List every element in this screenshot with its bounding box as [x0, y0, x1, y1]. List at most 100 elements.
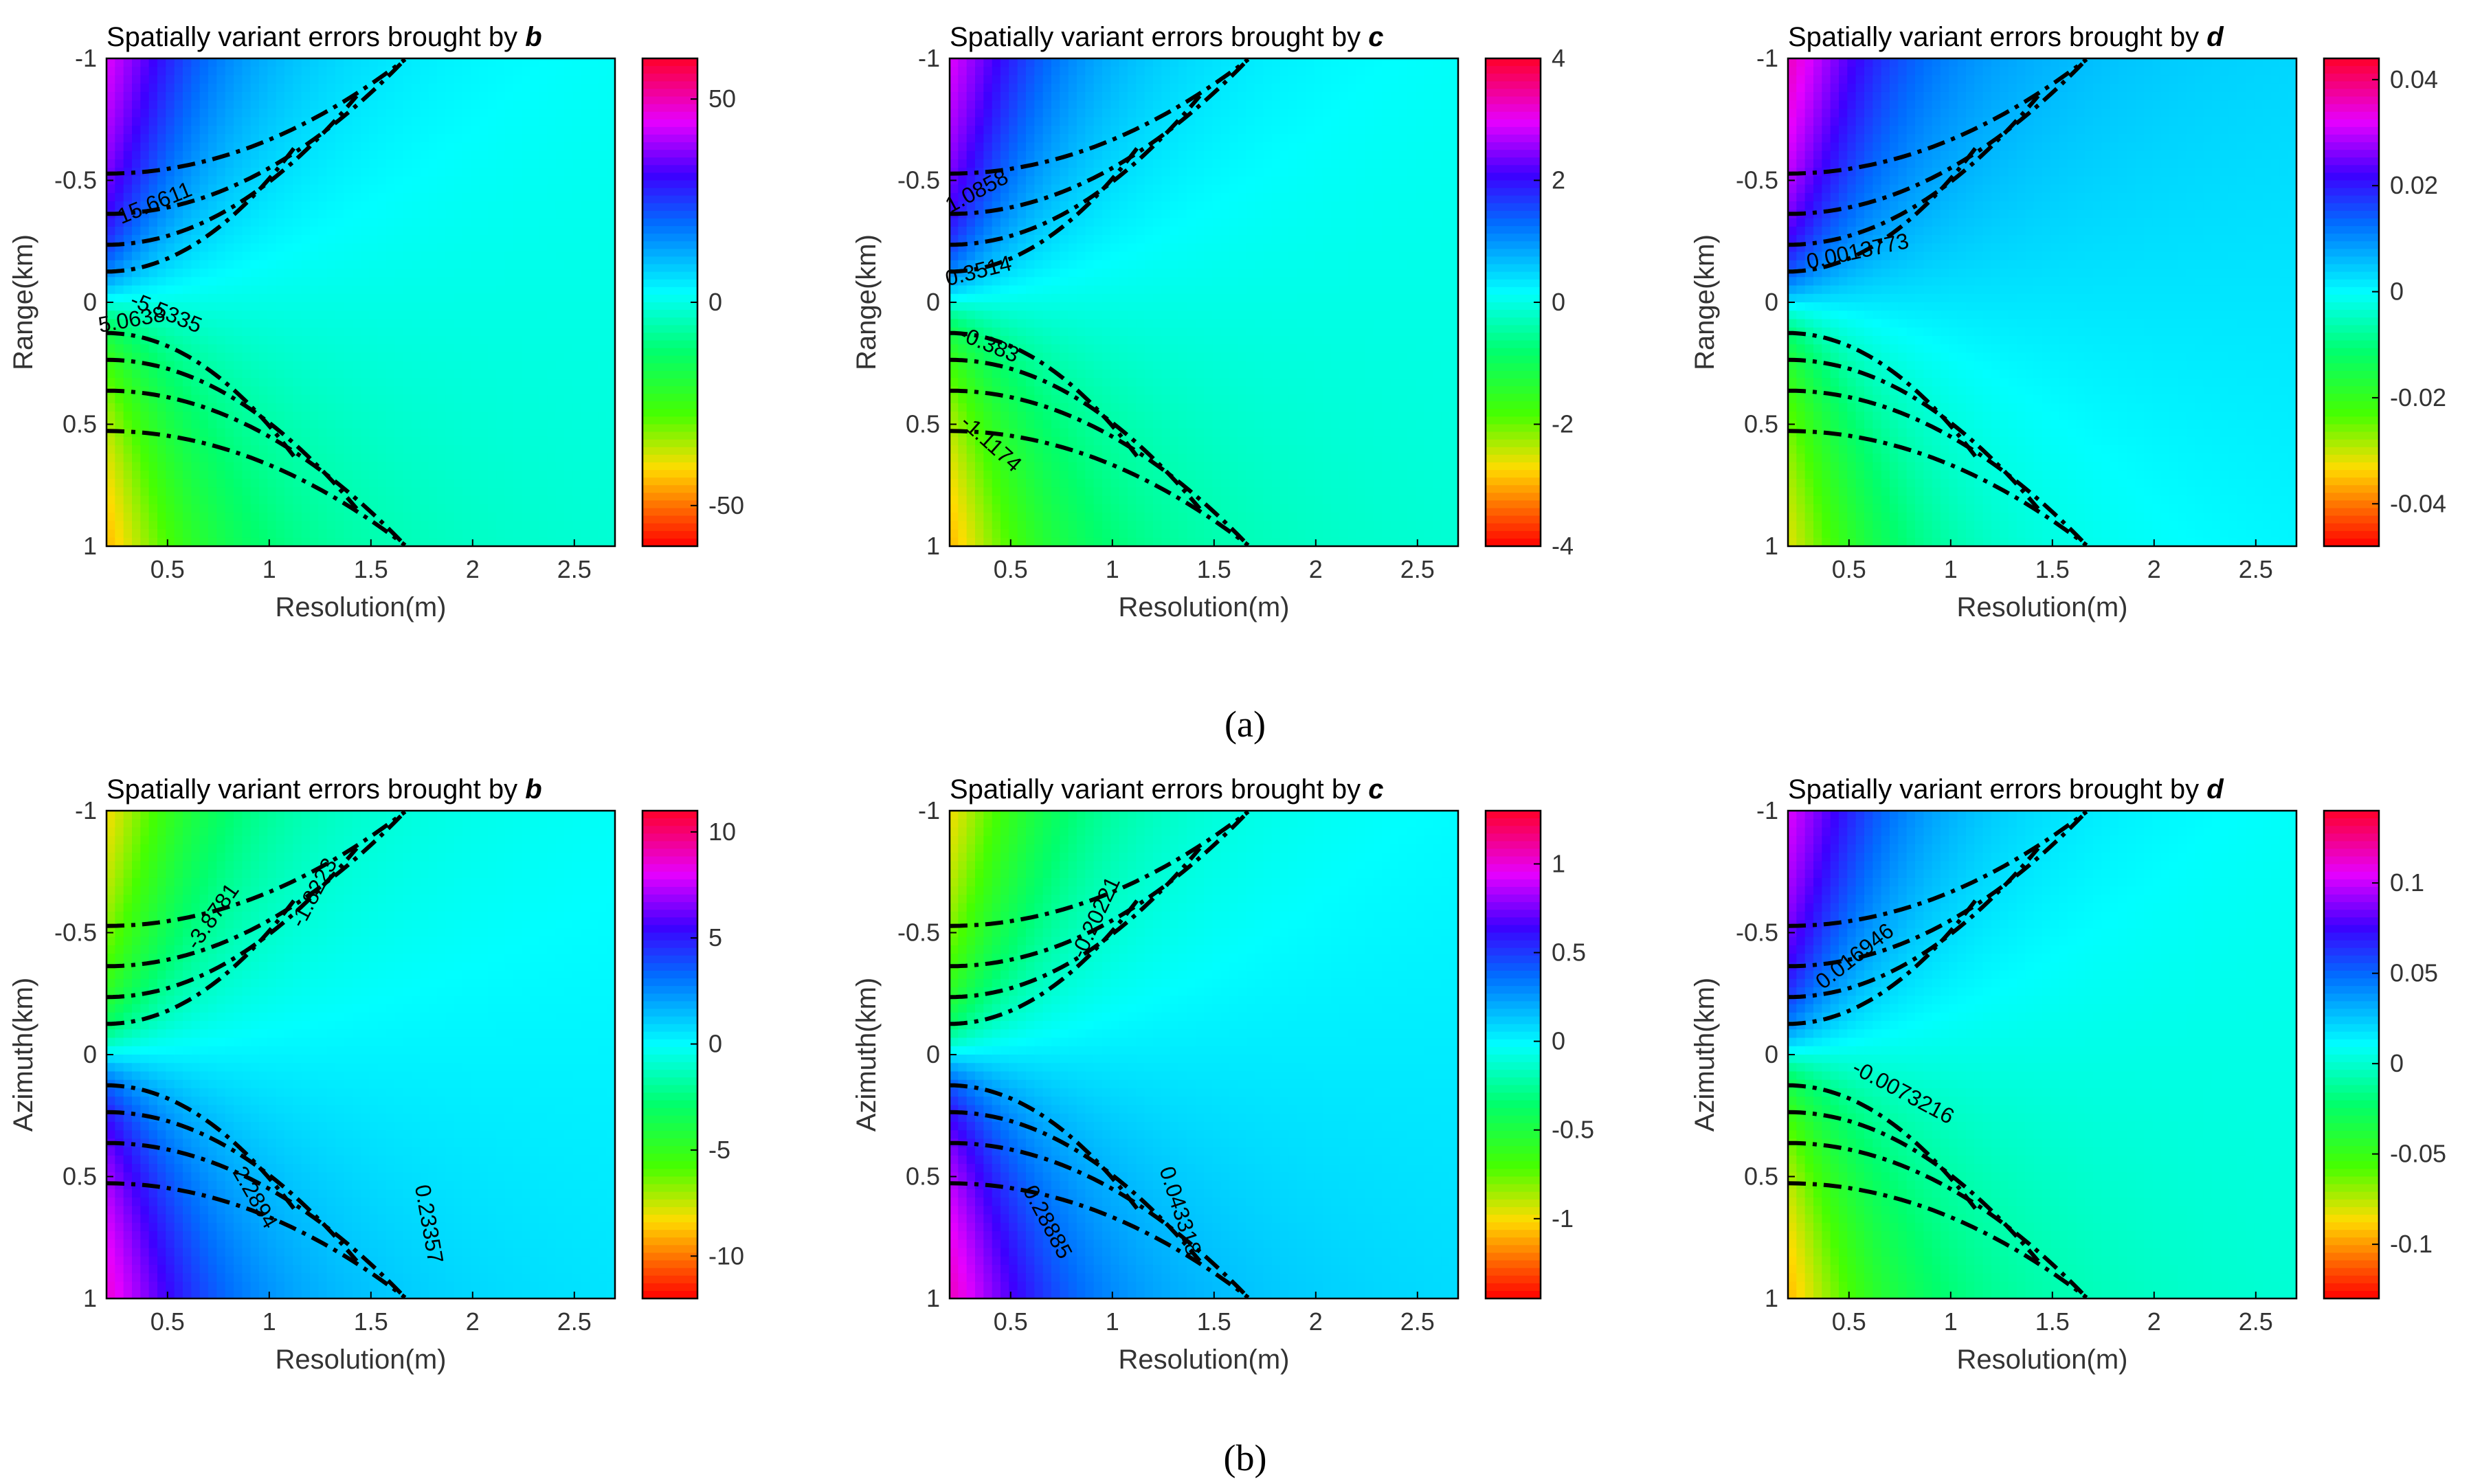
heatmap-cell: [132, 126, 141, 135]
heatmap-cell: [149, 151, 158, 160]
heatmap-cell: [251, 344, 260, 353]
heatmap-cell: [242, 294, 251, 303]
heatmap-cell: [140, 521, 149, 530]
heatmap-cell: [327, 319, 336, 328]
heatmap-cell: [157, 403, 166, 412]
heatmap-cell: [284, 210, 293, 218]
heatmap-cell: [157, 218, 166, 227]
heatmap-cell: [251, 159, 260, 168]
heatmap-cell: [200, 286, 209, 295]
heatmap-cell: [310, 201, 319, 210]
heatmap-cell: [216, 429, 225, 438]
heatmap-cell: [310, 496, 319, 505]
heatmap-cell: [344, 311, 353, 319]
heatmap-cell: [242, 429, 251, 438]
heatmap-cell: [115, 286, 124, 295]
heatmap-cell: [259, 302, 268, 311]
heatmap-cell: [107, 294, 115, 303]
heatmap-cell: [335, 378, 344, 387]
heatmap-cell: [302, 100, 311, 109]
heatmap-cell: [216, 420, 225, 429]
heatmap-cell: [335, 504, 344, 513]
heatmap-cell: [327, 403, 336, 412]
heatmap-cell: [335, 286, 344, 295]
heatmap-cell: [175, 58, 183, 67]
heatmap-cell: [157, 462, 166, 471]
heatmap-cell: [200, 328, 209, 337]
heatmap-cell: [191, 252, 200, 261]
heatmap-cell: [140, 142, 149, 151]
heatmap-cell: [318, 235, 327, 244]
heatmap-cell: [132, 67, 141, 76]
heatmap-cell: [107, 159, 115, 168]
heatmap-cell: [132, 58, 141, 67]
heatmap-cell: [216, 269, 225, 278]
heatmap-cell: [318, 370, 327, 379]
heatmap-cell: [216, 109, 225, 117]
heatmap-cell: [175, 403, 183, 412]
heatmap-cell: [302, 201, 311, 210]
heatmap-cell: [318, 386, 327, 395]
heatmap-cell: [276, 328, 285, 337]
heatmap-cell: [107, 479, 115, 488]
heatmap-cell: [208, 100, 217, 109]
heatmap-cell: [149, 420, 158, 429]
heatmap-cell: [251, 252, 260, 261]
heatmap-cell: [216, 75, 225, 84]
heatmap-cell: [140, 412, 149, 420]
heatmap-cell: [310, 185, 319, 194]
heatmap-cell: [267, 453, 276, 462]
heatmap-cell: [327, 378, 336, 387]
heatmap-cell: [251, 395, 260, 404]
heatmap-cell: [327, 386, 336, 395]
heatmap-cell: [242, 260, 251, 269]
heatmap-cell: [242, 227, 251, 236]
heatmap-cell: [284, 227, 293, 236]
heatmap-cell: [149, 134, 158, 143]
heatmap-cell: [234, 260, 243, 269]
heatmap-cell: [149, 479, 158, 488]
heatmap-cell: [234, 437, 243, 446]
heatmap-cell: [327, 218, 336, 227]
heatmap-cell: [191, 134, 200, 143]
heatmap-cell: [302, 185, 311, 194]
heatmap-cell: [318, 504, 327, 513]
heatmap-cell: [242, 235, 251, 244]
heatmap-cell: [107, 513, 115, 521]
heatmap-cell: [327, 513, 336, 521]
heatmap-cell: [344, 386, 353, 395]
heatmap-cell: [191, 453, 200, 462]
heatmap-cell: [344, 67, 353, 76]
heatmap-cell: [175, 210, 183, 218]
heatmap-cell: [132, 185, 141, 194]
heatmap-cell: [353, 58, 361, 67]
heatmap-cell: [251, 302, 260, 311]
heatmap-cell: [353, 134, 361, 143]
heatmap-cell: [276, 210, 285, 218]
heatmap-cell: [166, 109, 175, 117]
heatmap-cell: [251, 386, 260, 395]
heatmap-cell: [107, 126, 115, 135]
heatmap-cell: [124, 168, 133, 177]
heatmap-cell: [115, 109, 124, 117]
heatmap-cell: [183, 109, 192, 117]
heatmap-cell: [157, 277, 166, 286]
heatmap-cell: [140, 176, 149, 185]
heatmap-cell: [251, 513, 260, 521]
heatmap-cell: [344, 185, 353, 194]
heatmap-cell: [335, 453, 344, 462]
heatmap-cell: [267, 243, 276, 252]
heatmap-cell: [157, 269, 166, 278]
heatmap-cell: [259, 151, 268, 160]
heatmap-cell: [216, 361, 225, 370]
heatmap-cell: [140, 462, 149, 471]
heatmap-cell: [335, 269, 344, 278]
heatmap-cell: [310, 378, 319, 387]
heatmap-cell: [132, 109, 141, 117]
heatmap-cell: [293, 311, 302, 319]
heatmap-cell: [191, 479, 200, 488]
heatmap-cell: [242, 252, 251, 261]
heatmap-cell: [335, 437, 344, 446]
heatmap-cell: [284, 311, 293, 319]
heatmap-cell: [310, 235, 319, 244]
